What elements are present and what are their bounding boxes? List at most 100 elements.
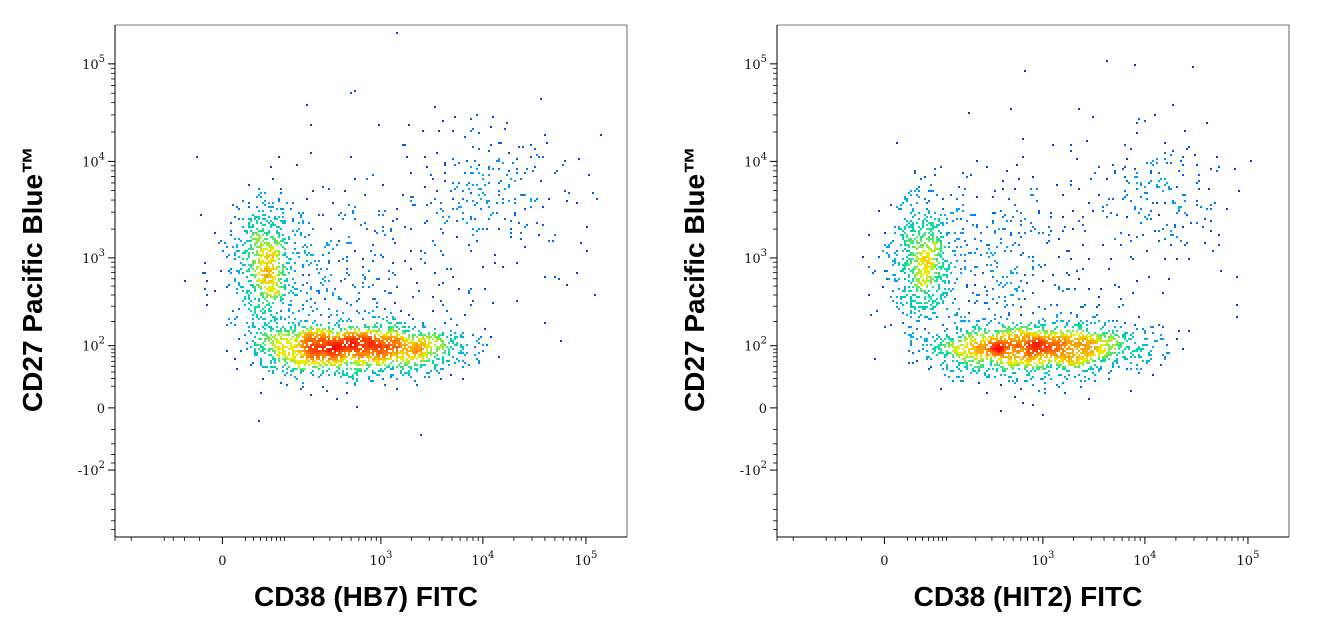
density-cell (912, 216, 914, 218)
density-cell (1016, 334, 1018, 336)
density-cell (1182, 174, 1184, 176)
density-cell (934, 246, 936, 248)
density-cell (922, 244, 924, 246)
density-cell (294, 358, 296, 360)
density-cell (1080, 348, 1082, 350)
density-cell (382, 346, 384, 348)
density-cell (314, 362, 316, 364)
density-cell (320, 340, 322, 342)
y-tick-exponent: 2 (99, 460, 105, 471)
density-cell (1120, 326, 1122, 328)
density-cell (300, 362, 302, 364)
density-cell (346, 260, 348, 262)
density-cell (282, 270, 284, 272)
density-cell (948, 376, 950, 378)
density-cell (996, 302, 998, 304)
density-cell (1112, 362, 1114, 364)
density-cell (992, 334, 994, 336)
density-cell (1070, 180, 1072, 182)
density-cell (930, 216, 932, 218)
density-cell (364, 334, 366, 336)
density-cell (1088, 288, 1090, 290)
density-cell (456, 342, 458, 344)
density-cell (1030, 230, 1032, 232)
density-cell (1030, 194, 1032, 196)
density-cell (930, 276, 932, 278)
density-cell (260, 392, 262, 394)
density-cell (972, 352, 974, 354)
density-cell (420, 360, 422, 362)
density-cell (982, 366, 984, 368)
density-cell (956, 326, 958, 328)
density-cell (1086, 320, 1088, 322)
density-cell (368, 364, 370, 366)
density-cell (1036, 336, 1038, 338)
density-cell (346, 340, 348, 342)
density-cell (466, 344, 468, 346)
density-cell (1076, 342, 1078, 344)
density-cell (378, 210, 380, 212)
density-cell (448, 216, 450, 218)
density-cell (956, 314, 958, 316)
density-cell (948, 280, 950, 282)
density-cell (1078, 358, 1080, 360)
density-cell (1112, 338, 1114, 340)
density-cell (382, 344, 384, 346)
density-cell (274, 252, 276, 254)
density-cell (312, 254, 314, 256)
density-cell (912, 272, 914, 274)
density-cell (352, 284, 354, 286)
density-cell (996, 352, 998, 354)
right-plot-panel: 0 103 104 105 -102 0 102 103 104 105 CD38 (HIT2) F… (662, 0, 1324, 633)
density-cell (270, 206, 272, 208)
density-cell (342, 360, 344, 362)
density-cell (942, 302, 944, 304)
density-cell (248, 280, 250, 282)
density-cell (1132, 292, 1134, 294)
density-cell (1082, 216, 1084, 218)
density-cell (400, 338, 402, 340)
density-cell (302, 212, 304, 214)
density-cell (930, 224, 932, 226)
density-cell (272, 342, 274, 344)
density-cell (976, 224, 978, 226)
density-cell (348, 334, 350, 336)
density-cell (380, 254, 382, 256)
density-cell (274, 242, 276, 244)
density-cell (942, 292, 944, 294)
density-cell (280, 330, 282, 332)
density-cell (376, 306, 378, 308)
density-cell (264, 340, 266, 342)
density-cell (366, 334, 368, 336)
density-cell (1164, 258, 1166, 260)
density-cell (1076, 344, 1078, 346)
density-cell (270, 314, 272, 316)
density-cell (314, 344, 316, 346)
density-cell (904, 290, 906, 292)
density-cell (306, 282, 308, 284)
density-cell (284, 350, 286, 352)
density-cell (1164, 356, 1166, 358)
density-cell (1010, 352, 1012, 354)
density-cell (250, 300, 252, 302)
density-cell (386, 338, 388, 340)
density-cell (994, 314, 996, 316)
density-cell (1100, 368, 1102, 370)
density-cell (364, 354, 366, 356)
density-cell (276, 290, 278, 292)
density-cell (1082, 330, 1084, 332)
density-cell (990, 270, 992, 272)
density-cell (940, 348, 942, 350)
density-cell (946, 218, 948, 220)
density-cell (1204, 242, 1206, 244)
density-cell (916, 256, 918, 258)
density-cell (1016, 362, 1018, 364)
density-cell (302, 326, 304, 328)
density-cell (294, 318, 296, 320)
density-cell (962, 334, 964, 336)
density-cell (278, 352, 280, 354)
density-cell (1014, 360, 1016, 362)
density-cell (1186, 148, 1188, 150)
density-cell (1104, 360, 1106, 362)
density-cell (1124, 166, 1126, 168)
